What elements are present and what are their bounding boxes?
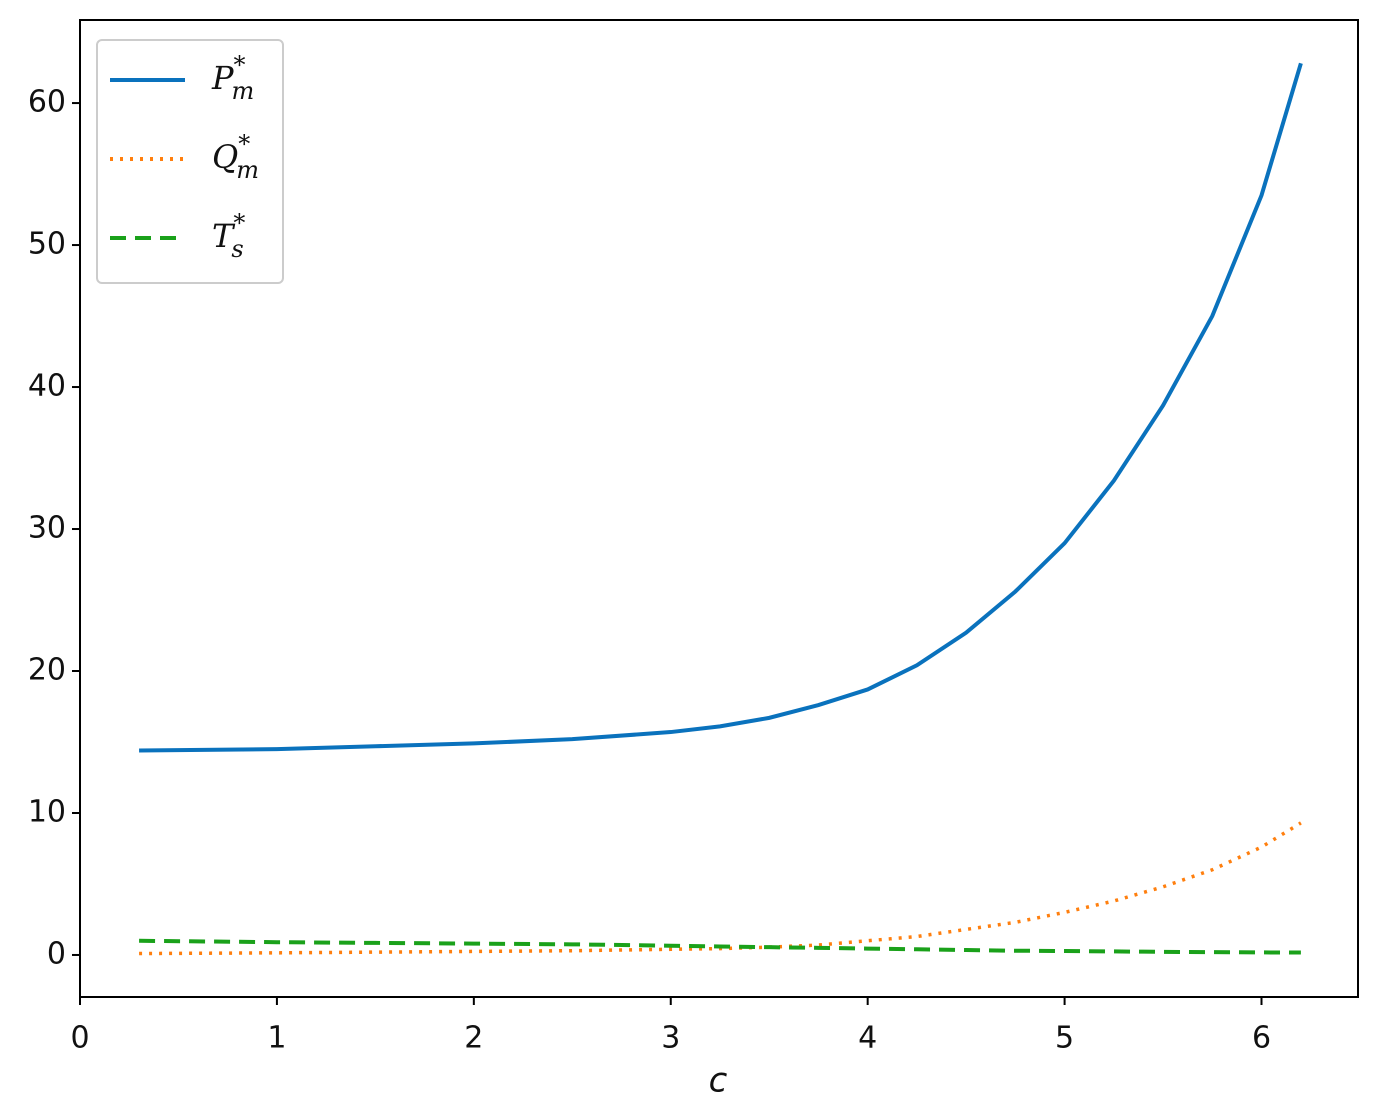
y-tick-label: 10 bbox=[28, 794, 66, 829]
y-tick-label: 30 bbox=[28, 511, 66, 546]
y-tick-label: 40 bbox=[28, 369, 66, 404]
legend-subscript: s bbox=[231, 235, 243, 263]
x-tick-label: 0 bbox=[70, 1021, 89, 1056]
y-tick-label: 50 bbox=[28, 227, 66, 262]
x-tick-label: 5 bbox=[1055, 1021, 1074, 1056]
legend-label: P* m bbox=[211, 51, 254, 105]
x-tick-label: 3 bbox=[661, 1021, 680, 1056]
legend-superscript: * bbox=[233, 209, 245, 237]
plot-frame bbox=[79, 19, 1359, 998]
legend-label: Q* m bbox=[212, 130, 259, 184]
x-tick-label: 4 bbox=[858, 1021, 877, 1056]
y-tick-label: 0 bbox=[47, 936, 66, 971]
legend-label: T* s bbox=[212, 209, 245, 263]
legend-box bbox=[96, 39, 284, 284]
series-line bbox=[139, 938, 1301, 955]
legend-name: Q bbox=[212, 138, 238, 176]
legend-subscript: m bbox=[232, 77, 255, 105]
legend-superscript: * bbox=[234, 51, 246, 79]
series-line bbox=[139, 62, 1303, 753]
series-line bbox=[139, 821, 1302, 956]
x-tick-label: 6 bbox=[1252, 1021, 1271, 1056]
legend-name: P bbox=[211, 59, 234, 97]
legend-name: T bbox=[212, 217, 236, 255]
x-axis-label: c bbox=[709, 1061, 728, 1101]
x-tick-label: 1 bbox=[267, 1021, 286, 1056]
x-tick-label: 2 bbox=[464, 1021, 483, 1056]
legend-superscript: * bbox=[238, 130, 250, 158]
legend-subscript: m bbox=[236, 156, 259, 184]
y-tick-label: 20 bbox=[28, 653, 66, 688]
y-tick-label: 60 bbox=[28, 85, 66, 120]
